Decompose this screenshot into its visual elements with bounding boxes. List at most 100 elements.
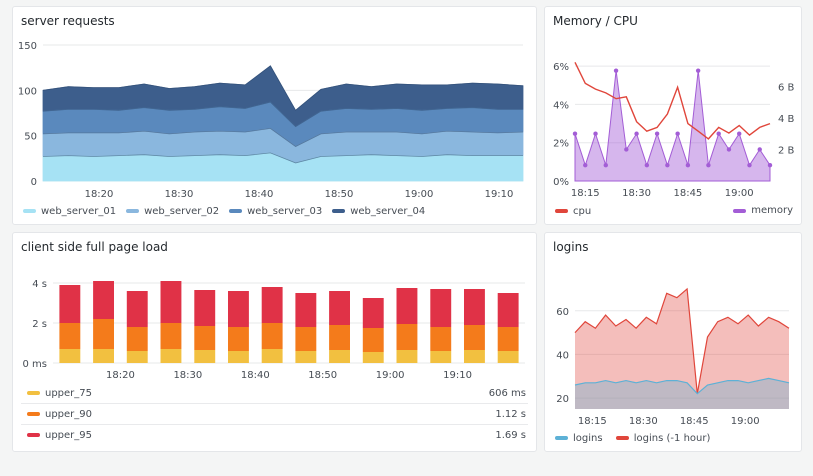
memory-point [757, 147, 762, 152]
legend-swatch [733, 208, 747, 213]
memory-point [572, 131, 578, 136]
legend-swatch [27, 433, 40, 437]
bar-upper_90 [362, 328, 384, 352]
server-requests-legend: web_server_01 web_server_02 web_server_03 w… [23, 205, 435, 217]
bar-upper_75 [261, 349, 283, 363]
x-tick-label: 18:50 [325, 189, 354, 200]
memory-cpu-chart: 0% 2% 4% 6% 2 B 4 B 6 B 18:15 18:30 18:45 19:00 [553, 61, 795, 199]
memory-point [593, 131, 598, 136]
memory-point [716, 131, 721, 136]
bar-upper_75 [160, 349, 182, 363]
bar-upper_95 [194, 290, 216, 326]
panel-title[interactable]: Memory / CPU [553, 14, 638, 28]
x-tick-label: 18:40 [241, 370, 270, 381]
legend-row-upper-95[interactable]: upper_95 1.69 s [21, 424, 528, 445]
x-tick-label: 19:10 [485, 189, 514, 200]
x-tick-label: 18:20 [106, 370, 135, 381]
x-tick-label: 19:10 [443, 370, 472, 381]
memory-point [583, 163, 588, 168]
bar-upper_90 [160, 323, 182, 349]
legend-item-memory[interactable]: memory [733, 205, 793, 216]
bar-upper_90 [93, 319, 114, 349]
x-tick-label: 18:30 [165, 189, 194, 200]
legend-swatch [555, 436, 568, 440]
legend-item-logins-prev[interactable]: logins (-1 hour) [615, 433, 710, 444]
y-left-tick-label: 4% [553, 100, 569, 111]
legend-value: 1.12 s [495, 408, 526, 420]
series-area [575, 378, 789, 409]
series-line-web_server_02 [42, 127, 524, 147]
memory-point [634, 131, 639, 136]
bar-upper_75 [497, 351, 519, 363]
y-tick-label: 4 s [32, 279, 47, 290]
legend-label: cpu [573, 205, 592, 217]
legend-item-web_server_02[interactable]: web_server_02 [126, 206, 219, 217]
x-tick-label: 19:00 [376, 370, 405, 381]
memory-point [603, 163, 608, 168]
legend-label: upper_75 [45, 387, 93, 399]
server-requests-chart: 0 50 100 150 18:20 18:30 18:40 18:50 19:00 19:10 [18, 41, 524, 200]
bar-upper_90 [396, 324, 418, 350]
legend-row-upper-90[interactable]: upper_90 1.12 s [21, 403, 528, 424]
panel-title[interactable]: client side full page load [21, 240, 168, 254]
legend-item-logins[interactable]: logins [555, 433, 603, 444]
y-tick-label: 40 [556, 350, 569, 361]
legend-swatch [229, 209, 243, 213]
memory-point [675, 131, 680, 136]
bar-upper_75 [93, 349, 114, 363]
panel-title[interactable]: server requests [21, 14, 115, 28]
memory-cpu-legend: cpu memory [555, 205, 793, 217]
series-line-web_server_04 [42, 65, 524, 111]
bar-upper_75 [362, 352, 384, 363]
memory-point [737, 131, 742, 136]
series-line-web_server_01 [42, 152, 523, 164]
bar-upper_90 [464, 325, 485, 350]
bar-upper_75 [295, 351, 317, 363]
memory-point [624, 147, 629, 152]
memory-point [613, 68, 619, 73]
series-line-cpu [574, 61, 771, 140]
bar-upper_75 [464, 350, 485, 363]
y-tick-label: 50 [24, 132, 37, 143]
y-left-tick-label: 6% [553, 62, 569, 73]
memory-point [654, 131, 660, 136]
bar-upper_95 [59, 285, 81, 323]
bar-upper_95 [362, 298, 384, 328]
x-tick-label: 18:15 [578, 416, 607, 427]
legend-item-web_server_03[interactable]: web_server_03 [229, 206, 322, 217]
memory-point [706, 163, 711, 168]
panel-title[interactable]: logins [553, 240, 589, 254]
bar-upper_95 [261, 287, 283, 323]
memory-point [644, 163, 650, 168]
bar-upper_90 [295, 327, 317, 351]
legend-label: upper_90 [45, 408, 93, 420]
legend-item-cpu[interactable]: cpu [555, 206, 591, 217]
bar-upper_90 [59, 323, 81, 349]
bar-upper_95 [126, 291, 148, 327]
legend-label: web_server_03 [247, 205, 323, 217]
y-tick-label: 0 ms [23, 359, 48, 370]
legend-label: memory [751, 205, 793, 216]
legend-item-web_server_04[interactable]: web_server_04 [332, 206, 425, 217]
panel-server-requests: server requests 0 50 100 150 18:20 18:30 18:40… [12, 6, 537, 225]
y-left-tick-label: 2% [553, 139, 569, 150]
logins-chart: 20 40 60 18:15 18:30 18:45 19:00 [556, 287, 790, 427]
legend-label: logins [573, 432, 603, 444]
bar-upper_75 [396, 350, 418, 363]
legend-item-web_server_01[interactable]: web_server_01 [23, 206, 116, 217]
memory-point [747, 163, 752, 168]
legend-row-upper-75[interactable]: upper_75 606 ms [21, 383, 528, 403]
panel-logins: logins 20 40 60 18:15 18:30 18:45 19:00 logins… [544, 232, 802, 452]
bar-upper_90 [497, 327, 519, 351]
legend-swatch [126, 209, 140, 213]
legend-value: 1.69 s [495, 429, 526, 441]
legend-label: web_server_04 [350, 205, 426, 217]
bar-upper_90 [194, 326, 216, 350]
x-tick-label: 18:15 [571, 188, 600, 199]
memory-point [726, 147, 732, 152]
y-right-tick-label: 2 B [778, 145, 795, 156]
bar-upper_95 [430, 289, 452, 327]
bar-upper_75 [126, 351, 148, 363]
x-tick-label: 18:30 [629, 416, 658, 427]
panel-page-load: client side full page load 0 ms 2 s 4 s 18:… [12, 232, 537, 452]
